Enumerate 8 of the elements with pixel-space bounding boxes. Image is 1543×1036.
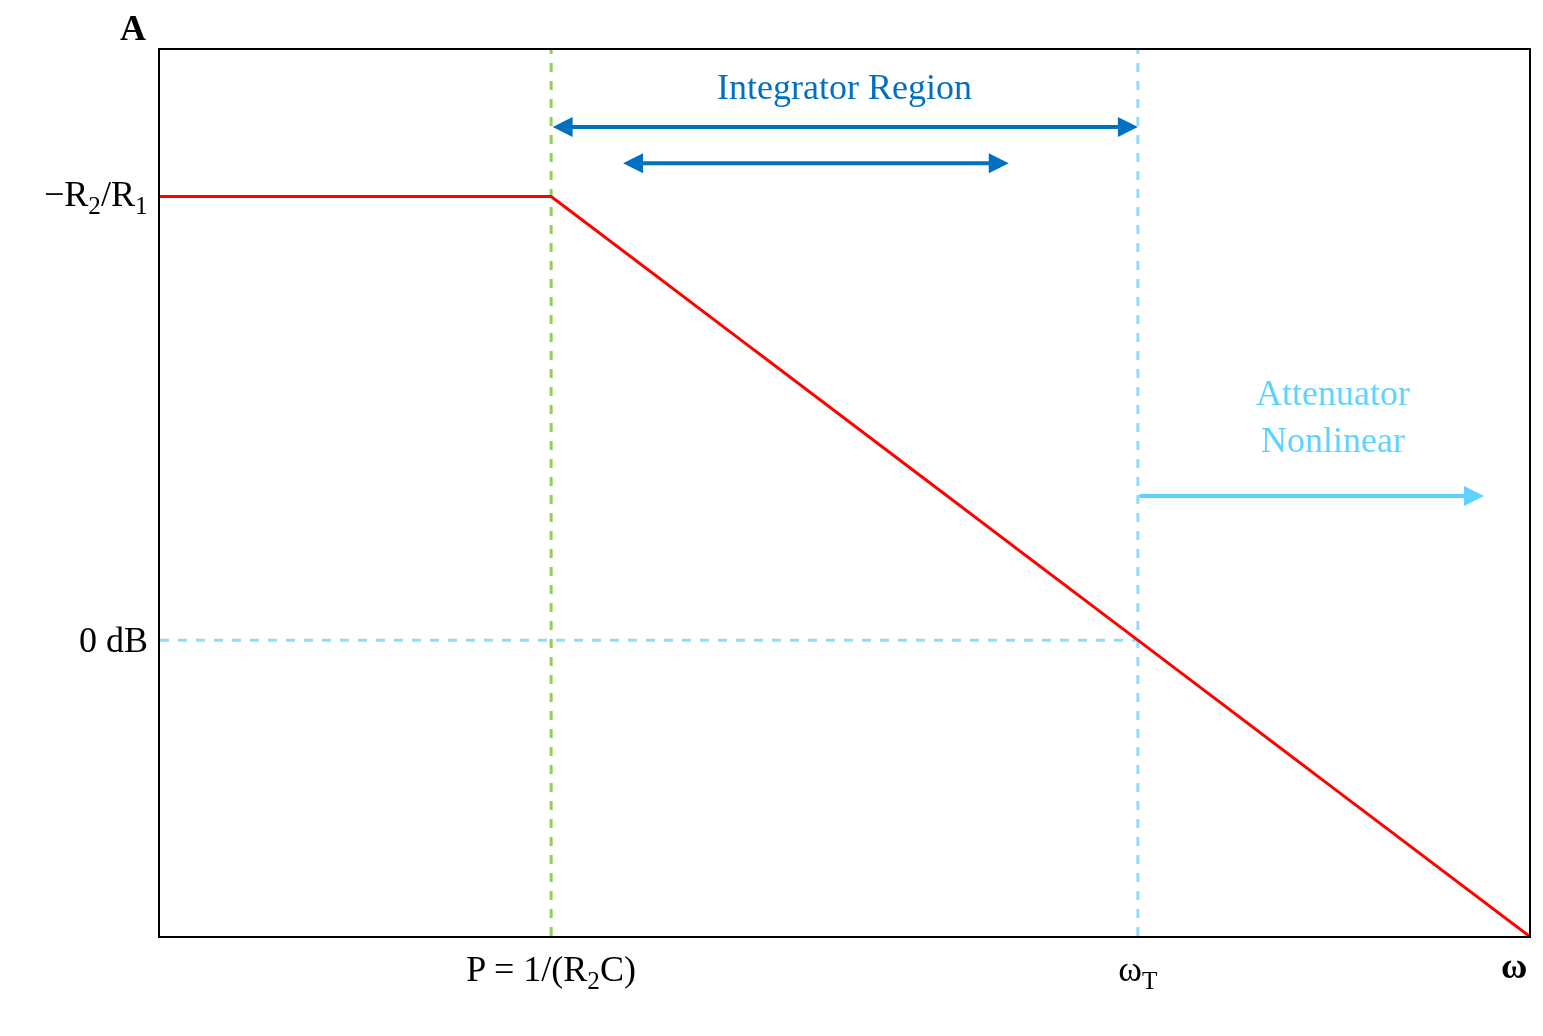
y-axis-title: A <box>120 8 146 48</box>
text: Integrator Region <box>717 67 972 107</box>
ref-line-label: 0 dB <box>79 620 149 660</box>
text: −R$_{2}$/R$_{1}$ <box>44 174 148 219</box>
annotation: Attenuator Nonlinear <box>1256 373 1410 460</box>
x-axis-title: ω <box>1501 946 1528 986</box>
x-tick-label: P = 1/(R$_{2}$C) <box>466 949 636 994</box>
x-tick-label: ω$_{T}$ <box>1118 949 1158 994</box>
